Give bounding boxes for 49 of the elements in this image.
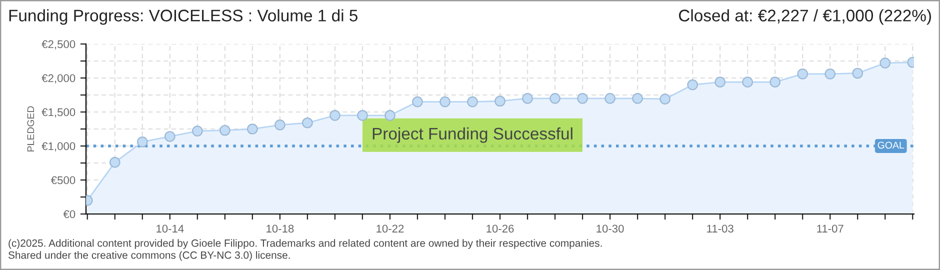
x-tick-label: 10-26: [486, 224, 514, 233]
point: [852, 68, 864, 79]
y-tick-label: €2,500: [42, 40, 76, 50]
point: [880, 58, 891, 68]
x-tick-label: 10-18: [266, 224, 294, 233]
point: [274, 120, 286, 130]
point: [522, 92, 533, 104]
y-tick-label: €500: [50, 176, 76, 184]
y-tick-label: €0: [63, 210, 76, 218]
point: [494, 96, 506, 107]
text: (c)2025. Additional content provided by Gioele Filippo. Trademarks and related content are owned by their respective companies.: [8, 239, 602, 249]
point: [109, 156, 120, 168]
annotation: Project Funding Successful: [372, 127, 572, 143]
point: [440, 96, 450, 108]
point: [467, 96, 478, 108]
y-tick-label: €2,000: [42, 74, 76, 84]
x-tick-label: 10-30: [596, 224, 624, 233]
x-tick-label: 10-22: [376, 224, 404, 233]
point: [604, 92, 616, 104]
x-tick-label: 11-03: [707, 224, 734, 233]
point: [247, 124, 258, 134]
point: [797, 68, 808, 80]
point: [550, 92, 560, 104]
point: [302, 117, 313, 128]
y-axis-title: PLEDGED: [27, 106, 34, 152]
chart-subtitle: Closed at: €2,227 / €1,000 (222%): [678, 9, 931, 25]
y-tick-label: €1,500: [42, 108, 76, 118]
point: [412, 96, 423, 108]
point: [824, 68, 836, 80]
point: [384, 110, 396, 121]
point: [577, 92, 588, 104]
ref-line-label: GOAL: [878, 142, 904, 149]
point: [742, 76, 753, 88]
y-tick-label: €1,000: [42, 142, 76, 152]
point: [714, 76, 726, 88]
point: [164, 131, 176, 142]
point: [770, 76, 780, 88]
chart-title: Funding Progress: VOICELESS : Volume 1 di 5: [9, 9, 358, 25]
point: [220, 124, 230, 136]
point: [632, 92, 643, 104]
point: [192, 126, 203, 136]
point: [357, 110, 368, 121]
text: Shared under the creative commons (CC BY-NC 3.0) license.: [8, 251, 290, 261]
point: [136, 136, 148, 148]
point: [687, 79, 698, 90]
x-tick-label: 11-07: [817, 224, 844, 233]
point: [660, 94, 670, 104]
point: [330, 110, 340, 121]
x-tick-label: 10-14: [156, 224, 184, 233]
